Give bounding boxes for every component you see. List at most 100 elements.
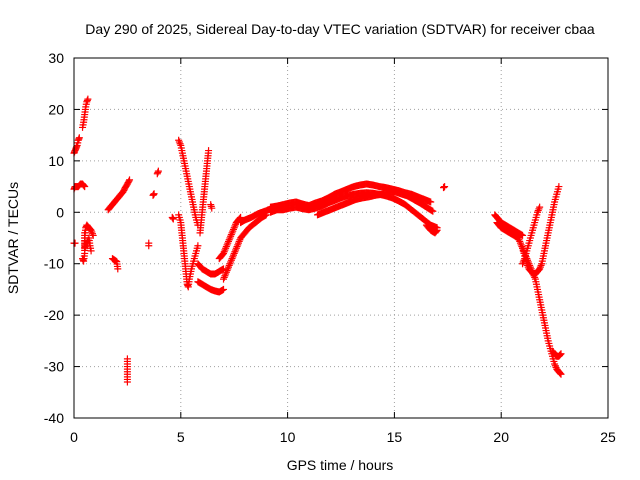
- y-axis-ticks: -40 -30 -20 -10 0 10 20 30: [44, 50, 608, 426]
- data-point: [89, 231, 97, 239]
- data-point: [519, 231, 527, 239]
- y-tick-label: -40: [44, 410, 64, 426]
- data-point: [535, 205, 543, 213]
- data-point: [524, 261, 532, 269]
- data-point: [516, 239, 524, 247]
- x-tick-label: 25: [600, 429, 616, 445]
- data-point: [551, 362, 559, 370]
- data-point: [79, 181, 87, 189]
- data-point: [432, 227, 440, 235]
- data-point: [230, 224, 238, 232]
- data-point: [227, 231, 235, 239]
- data-point: [232, 244, 240, 252]
- data-point: [87, 247, 95, 255]
- x-tick-label: 5: [177, 429, 185, 445]
- data-point: [227, 232, 235, 240]
- data-point: [222, 268, 230, 276]
- data-point: [175, 136, 183, 144]
- data-point: [534, 207, 542, 215]
- data-point: [556, 351, 564, 359]
- data-point: [205, 147, 213, 155]
- y-tick-label: 10: [48, 153, 64, 169]
- point-segment-column-6: [196, 147, 213, 237]
- data-point: [227, 256, 235, 264]
- data-point: [220, 273, 228, 281]
- data-point: [232, 246, 240, 254]
- point-segment-mid-band-3: [314, 188, 437, 219]
- data-point: [126, 176, 134, 184]
- point-segment-outliers-low: [123, 355, 131, 386]
- data-point: [429, 207, 437, 215]
- point-segment-points-3_9: [153, 167, 162, 178]
- y-axis-label: SDTVAR / TECUs: [5, 182, 21, 294]
- data-point: [224, 265, 232, 273]
- x-tick-label: 20: [493, 429, 509, 445]
- data-point: [517, 241, 525, 249]
- data-point: [154, 167, 162, 175]
- data-point: [221, 272, 229, 280]
- data-point: [220, 248, 228, 256]
- x-tick-label: 10: [280, 429, 296, 445]
- data-point: [225, 236, 233, 244]
- data-point: [514, 234, 522, 242]
- data-point: [231, 222, 239, 230]
- data-point: [88, 228, 96, 236]
- data-point: [520, 256, 528, 264]
- data-point: [84, 95, 92, 103]
- data-point: [557, 370, 565, 378]
- data-point: [81, 183, 89, 191]
- data-point: [89, 230, 97, 238]
- data-point: [515, 236, 523, 244]
- data-point: [71, 239, 79, 247]
- data-point: [222, 270, 230, 278]
- plot-frame: [73, 57, 609, 419]
- data-point: [230, 249, 238, 257]
- data-point: [125, 177, 133, 185]
- data-point: [225, 261, 233, 269]
- point-segment-early-spike-up: [70, 134, 83, 157]
- point-segment-tail-17: [422, 221, 441, 237]
- data-point: [536, 203, 544, 211]
- y-tick-label: -20: [44, 307, 64, 323]
- point-segment-points-3_7: [149, 190, 158, 199]
- data-point: [229, 251, 237, 259]
- data-point: [536, 263, 544, 271]
- x-axis-ticks: 0 5 10 15 20 25: [70, 58, 616, 445]
- data-point: [226, 234, 234, 242]
- y-tick-label: 20: [48, 101, 64, 117]
- data-point: [150, 190, 158, 198]
- point-segment-arm-21_5: [519, 203, 544, 268]
- point-segment-recovery-7: [215, 213, 245, 263]
- point-segment-points-6_4: [207, 201, 216, 212]
- data-point: [80, 182, 88, 190]
- data-point: [224, 239, 232, 247]
- data-point: [226, 260, 234, 268]
- data-point: [519, 260, 527, 268]
- point-segment-tail-22_8: [548, 347, 565, 360]
- data-point: [225, 237, 233, 245]
- data-point: [194, 242, 202, 250]
- point-segment-points-4_6: [168, 213, 177, 223]
- grid-lines: [74, 58, 608, 418]
- data-point: [229, 225, 237, 233]
- data-point: [227, 258, 235, 266]
- point-segment-rise-to-6: [104, 176, 134, 214]
- y-tick-label: 30: [48, 50, 64, 66]
- x-tick-label: 0: [70, 429, 78, 445]
- data-point: [231, 248, 239, 256]
- chart-title: Day 290 of 2025, Sidereal Day-to-day VTE…: [85, 21, 595, 37]
- data-point: [223, 267, 231, 275]
- data-point: [176, 140, 184, 148]
- data-point: [432, 228, 440, 236]
- data-point: [123, 378, 131, 386]
- data-point: [518, 243, 526, 251]
- data-point: [75, 134, 83, 142]
- data-point: [228, 229, 236, 237]
- data-point: [537, 261, 545, 269]
- point-segment-early-rise-high: [79, 95, 92, 131]
- data-point: [235, 237, 243, 245]
- data-point: [222, 244, 230, 252]
- data-point: [433, 226, 441, 234]
- data-point: [225, 263, 233, 271]
